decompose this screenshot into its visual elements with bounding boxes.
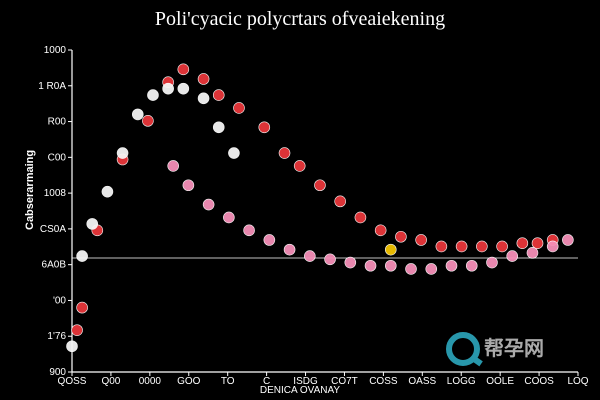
- x-tick-label: OASS: [408, 376, 436, 387]
- data-point: [182, 179, 195, 192]
- x-tick-label: Q00: [101, 376, 120, 387]
- x-tick-label: COSS: [369, 376, 398, 387]
- watermark-q-icon: [446, 332, 480, 366]
- data-point: [243, 224, 255, 237]
- data-point: [374, 224, 387, 237]
- data-point: [278, 147, 291, 159]
- data-point: [476, 240, 488, 253]
- data-point: [465, 259, 478, 272]
- data-point: [531, 237, 544, 249]
- data-point: [304, 250, 316, 262]
- data-point: [445, 259, 458, 272]
- x-tick-label: C: [263, 376, 270, 387]
- x-tick-label: TO: [221, 376, 235, 387]
- x-tick-label: 0000: [139, 376, 162, 387]
- y-tick-label: 1 R0A: [38, 81, 66, 92]
- data-point: [425, 263, 438, 275]
- data-point: [405, 263, 417, 275]
- data-point: [212, 121, 225, 134]
- x-tick-label: LOQ: [567, 376, 588, 387]
- x-tick-label: LOGG: [447, 376, 476, 387]
- x-tick-label: QOSS: [58, 376, 87, 387]
- data-point: [496, 240, 508, 253]
- x-tick-label: CO7T: [331, 376, 358, 387]
- data-point: [263, 234, 276, 246]
- data-point: [526, 247, 539, 259]
- watermark-text: 帮孕网: [484, 338, 544, 360]
- data-point: [384, 243, 397, 256]
- data-point: [177, 82, 190, 95]
- data-point: [546, 240, 559, 253]
- data-point: [283, 243, 296, 256]
- y-tick-label: 1000: [44, 45, 67, 56]
- data-point: [167, 160, 179, 172]
- watermark-logo: 帮孕网: [446, 332, 544, 366]
- x-tick-label: OOLE: [486, 376, 514, 387]
- data-point: [364, 259, 377, 272]
- data-point: [212, 89, 225, 101]
- data-point: [177, 63, 190, 76]
- y-tick-label: 6A0B: [42, 260, 67, 271]
- data-point: [516, 237, 529, 249]
- data-point: [147, 89, 159, 101]
- data-point: [162, 82, 174, 95]
- data-point: [395, 230, 407, 243]
- y-tick-label: R00: [48, 117, 67, 128]
- y-tick-label: 1'76: [47, 331, 66, 342]
- y-tick-label: 900: [49, 367, 66, 378]
- y-tick-label: 1008: [44, 188, 67, 199]
- data-point: [344, 256, 357, 269]
- data-point: [142, 115, 154, 127]
- data-point: [314, 179, 326, 192]
- chart-title: Poli'cyacic polycrtars ofveaiekening: [154, 8, 446, 30]
- data-point: [197, 92, 210, 105]
- x-tick-label: GOO: [177, 376, 201, 387]
- data-point: [76, 250, 88, 262]
- data-point: [334, 195, 346, 208]
- data-point: [435, 240, 448, 253]
- y-tick-label: CS0A: [40, 224, 66, 235]
- data-point: [384, 259, 397, 272]
- data-point: [101, 185, 114, 198]
- data-point: [202, 198, 215, 211]
- data-point: [562, 234, 574, 246]
- data-point: [197, 73, 210, 85]
- data-point: [506, 250, 519, 262]
- data-point: [455, 240, 468, 253]
- data-point: [486, 256, 498, 269]
- y-tick-label: '00: [53, 295, 66, 306]
- data-point: [228, 147, 240, 159]
- data-point: [293, 160, 306, 172]
- x-tick-label: COOS: [524, 376, 554, 387]
- data-point: [71, 324, 83, 336]
- data-point: [131, 108, 144, 121]
- y-tick-label: C00: [48, 152, 67, 163]
- data-point: [223, 211, 235, 224]
- data-point: [86, 218, 99, 230]
- x-axis-label: DENICA OVANAY: [259, 385, 341, 396]
- data-point: [233, 102, 245, 114]
- x-tick-label: ISDG: [293, 376, 318, 387]
- data-point: [415, 234, 427, 246]
- data-point: [66, 340, 78, 353]
- data-point: [258, 121, 271, 134]
- data-point: [116, 147, 129, 159]
- data-point: [354, 211, 367, 224]
- data-point: [76, 301, 88, 314]
- data-point: [324, 253, 336, 266]
